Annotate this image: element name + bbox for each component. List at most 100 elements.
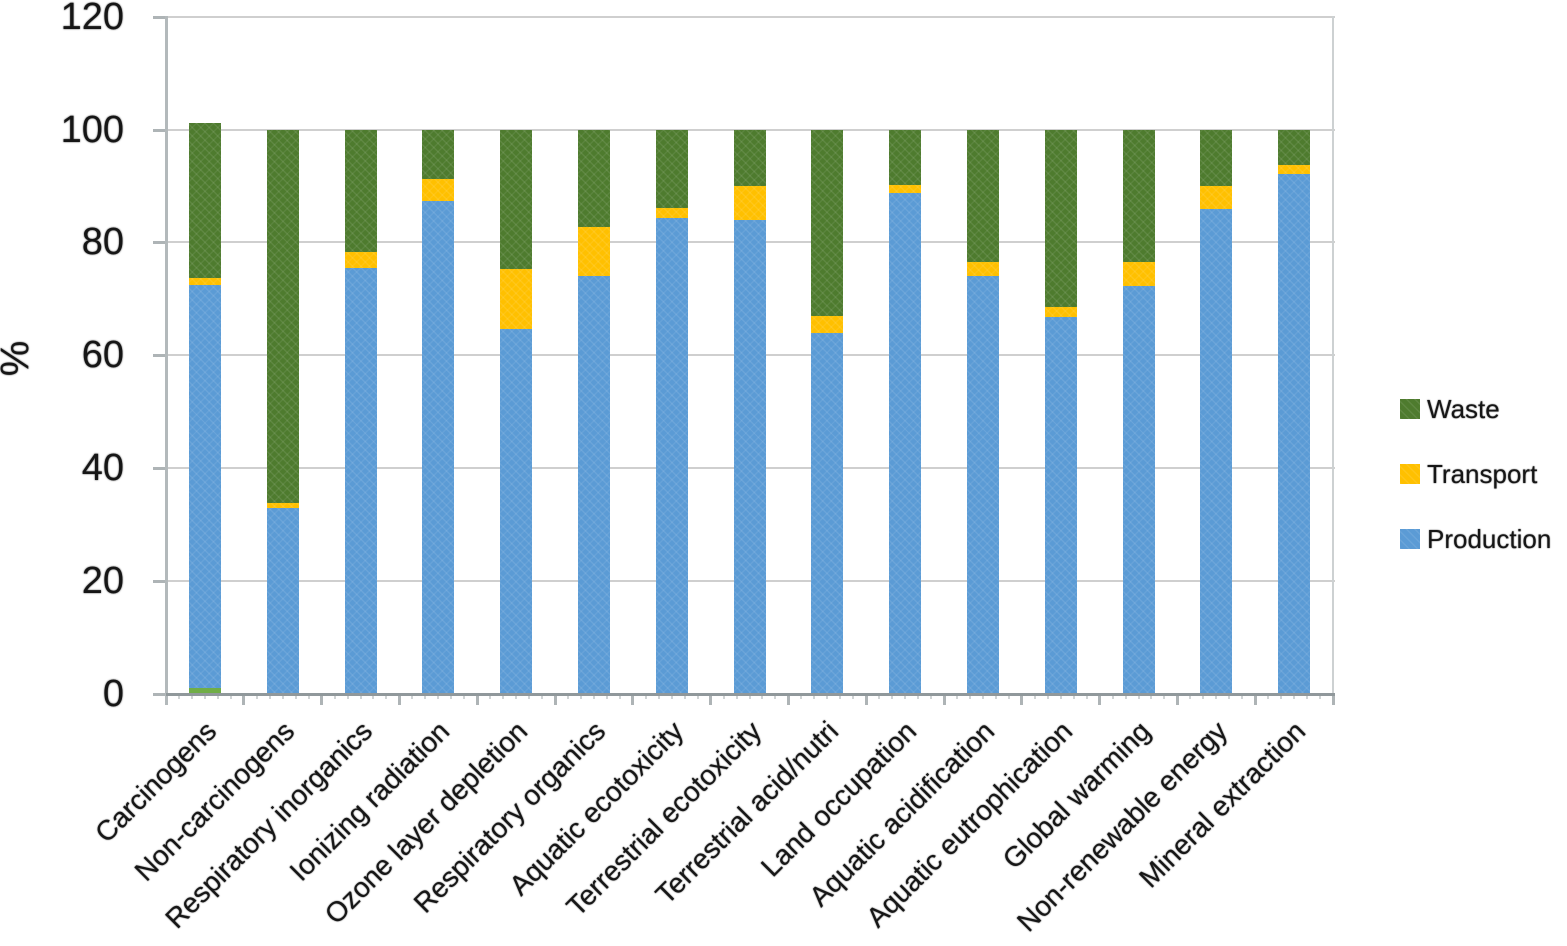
- x-minor-tick: [541, 695, 544, 699]
- x-tick-4: [475, 694, 479, 705]
- bar-segment-extra-carcinogens: [188, 688, 221, 694]
- bar-segment-waste-12: [1044, 129, 1077, 308]
- bar-segment-transport-1: [188, 277, 221, 285]
- x-minor-tick: [566, 695, 569, 699]
- x-minor-tick: [800, 695, 803, 699]
- x-minor-tick: [1228, 695, 1231, 699]
- x-minor-tick: [437, 695, 440, 699]
- x-minor-tick: [955, 695, 958, 699]
- x-minor-tick: [761, 695, 764, 699]
- x-minor-tick: [722, 695, 725, 699]
- bar-segment-production-1: [188, 284, 221, 689]
- bar-segment-waste-4: [422, 129, 455, 180]
- x-minor-tick: [1319, 695, 1322, 699]
- x-tick-13: [1175, 694, 1179, 705]
- bar-segment-production-4: [422, 201, 455, 694]
- x-minor-tick: [592, 695, 595, 699]
- bar-segment-production-3: [344, 267, 377, 694]
- x-tick-7: [709, 694, 713, 705]
- x-minor-tick: [1072, 695, 1075, 699]
- bar-segment-production-9: [811, 332, 844, 694]
- bar-segment-production-7: [655, 217, 688, 694]
- x-minor-tick: [307, 695, 310, 699]
- bar-segment-waste-10: [889, 129, 922, 186]
- bar-segment-transport-11: [966, 262, 999, 277]
- x-minor-tick: [1046, 695, 1049, 699]
- x-minor-tick: [994, 695, 997, 699]
- bar-segment-waste-6: [577, 129, 610, 227]
- x-tick-8: [786, 694, 790, 705]
- x-tick-2: [320, 694, 324, 705]
- bar-segment-transport-3: [344, 251, 377, 268]
- x-minor-tick: [1033, 695, 1036, 699]
- x-minor-tick: [670, 695, 673, 699]
- legend-label-production: Production: [1427, 524, 1552, 554]
- x-minor-tick: [644, 695, 647, 699]
- bar-segment-transport-7: [655, 207, 688, 218]
- x-tick-3: [397, 694, 401, 705]
- bar-segment-production-14: [1200, 208, 1233, 694]
- x-minor-tick: [657, 695, 660, 699]
- x-minor-tick: [917, 695, 920, 699]
- bar-segment-waste-8: [733, 129, 766, 186]
- y-tick-label-20: 20: [81, 560, 124, 603]
- bar-segment-transport-10: [889, 185, 922, 194]
- bar-segment-production-5: [500, 329, 533, 694]
- x-minor-tick: [216, 695, 219, 699]
- x-minor-tick: [1306, 695, 1309, 699]
- bar-segment-transport-6: [577, 226, 610, 277]
- bar-segment-transport-8: [733, 185, 766, 220]
- x-minor-tick: [981, 695, 984, 699]
- x-minor-tick: [229, 695, 232, 699]
- y-tick-0: [153, 693, 166, 696]
- x-minor-tick: [502, 695, 505, 699]
- x-minor-tick: [281, 695, 284, 699]
- x-tick-12: [1098, 694, 1102, 705]
- bar-segment-waste-1: [188, 123, 221, 278]
- x-minor-tick: [1293, 695, 1296, 699]
- bar-segment-production-2: [266, 507, 299, 694]
- x-axis-line: [166, 693, 1335, 696]
- x-tick-5: [553, 694, 557, 705]
- legend-label-waste: Waste: [1427, 394, 1500, 424]
- x-minor-tick: [839, 695, 842, 699]
- bar-segment-waste-9: [811, 129, 844, 316]
- x-minor-tick: [1163, 695, 1166, 699]
- x-minor-tick: [826, 695, 829, 699]
- x-minor-tick: [852, 695, 855, 699]
- y-tick-label-120: 120: [60, 0, 124, 38]
- x-minor-tick: [346, 695, 349, 699]
- x-minor-tick: [450, 695, 453, 699]
- bar-segment-waste-7: [655, 129, 688, 208]
- x-minor-tick: [528, 695, 531, 699]
- legend-swatch-transport: [1400, 464, 1420, 484]
- x-minor-tick: [579, 695, 582, 699]
- bar-segment-transport-14: [1200, 185, 1233, 209]
- x-minor-tick: [735, 695, 738, 699]
- x-minor-tick: [1059, 695, 1062, 699]
- y-tick-label-40: 40: [81, 447, 124, 490]
- x-minor-tick: [696, 695, 699, 699]
- bar-segment-production-8: [733, 219, 766, 694]
- x-minor-tick: [618, 695, 621, 699]
- x-minor-tick: [1202, 695, 1205, 699]
- bar-segment-waste-13: [1122, 129, 1155, 262]
- x-minor-tick: [1189, 695, 1192, 699]
- x-tick-14: [1253, 694, 1257, 705]
- x-minor-tick: [190, 695, 193, 699]
- y-tick-label-100: 100: [60, 108, 124, 151]
- x-minor-tick: [424, 695, 427, 699]
- x-minor-tick: [515, 695, 518, 699]
- x-minor-tick: [1137, 695, 1140, 699]
- y-tick-40: [153, 467, 166, 471]
- bar-segment-waste-2: [266, 129, 299, 504]
- x-minor-tick: [294, 695, 297, 699]
- bar-segment-waste-5: [500, 129, 533, 269]
- x-minor-tick: [411, 695, 414, 699]
- x-minor-tick: [255, 695, 258, 699]
- x-minor-tick: [1267, 695, 1270, 699]
- y-tick-80: [153, 241, 166, 245]
- y-tick-60: [153, 354, 166, 358]
- legend-swatch-production: [1400, 529, 1420, 549]
- x-minor-tick: [463, 695, 466, 699]
